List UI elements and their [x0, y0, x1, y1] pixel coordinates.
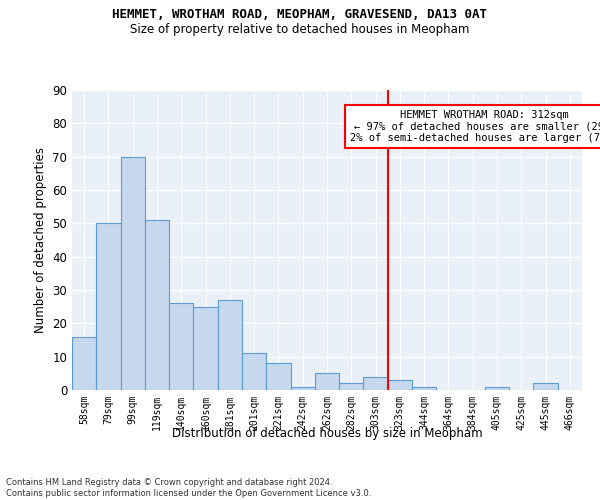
- Bar: [72, 336, 96, 390]
- Text: HEMMET WROTHAM ROAD: 312sqm
← 97% of detached houses are smaller (294)
2% of sem: HEMMET WROTHAM ROAD: 312sqm ← 97% of det…: [350, 110, 600, 143]
- Bar: [242, 354, 266, 390]
- Bar: [193, 306, 218, 390]
- Bar: [266, 364, 290, 390]
- Text: HEMMET, WROTHAM ROAD, MEOPHAM, GRAVESEND, DA13 0AT: HEMMET, WROTHAM ROAD, MEOPHAM, GRAVESEND…: [113, 8, 487, 20]
- Text: Contains HM Land Registry data © Crown copyright and database right 2024.
Contai: Contains HM Land Registry data © Crown c…: [6, 478, 371, 498]
- Bar: [364, 376, 388, 390]
- Bar: [218, 300, 242, 390]
- Bar: [533, 384, 558, 390]
- Bar: [412, 386, 436, 390]
- Text: Distribution of detached houses by size in Meopham: Distribution of detached houses by size …: [172, 428, 482, 440]
- Bar: [169, 304, 193, 390]
- Text: Size of property relative to detached houses in Meopham: Size of property relative to detached ho…: [130, 22, 470, 36]
- Bar: [339, 384, 364, 390]
- Bar: [315, 374, 339, 390]
- Bar: [145, 220, 169, 390]
- Y-axis label: Number of detached properties: Number of detached properties: [34, 147, 47, 333]
- Bar: [96, 224, 121, 390]
- Bar: [290, 386, 315, 390]
- Bar: [388, 380, 412, 390]
- Bar: [485, 386, 509, 390]
- Bar: [121, 156, 145, 390]
